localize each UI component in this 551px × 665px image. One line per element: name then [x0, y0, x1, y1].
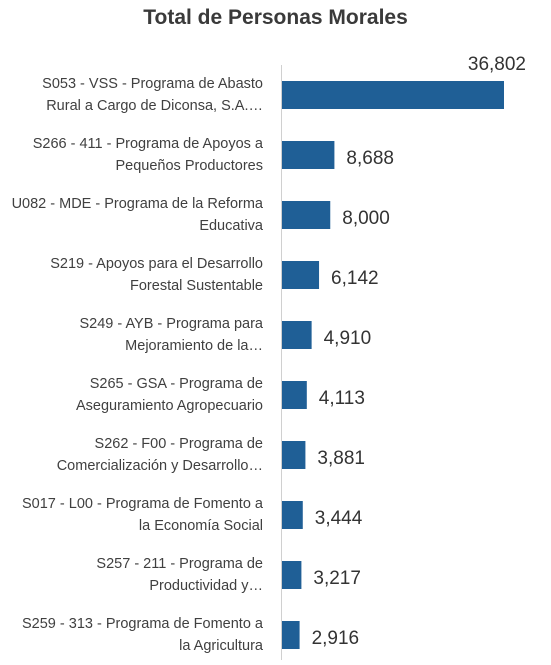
bar	[282, 321, 312, 349]
category-label: S257 - 211 - Programa de Productividad y…	[96, 556, 263, 594]
bar	[282, 81, 504, 109]
category-label: S262 - F00 - Programa de Comercializació…	[56, 436, 263, 474]
bar	[282, 381, 307, 409]
bar	[282, 201, 331, 229]
bar	[282, 621, 300, 649]
bar	[282, 441, 306, 469]
value-label: 8,000	[342, 208, 390, 229]
category-label: S017 - L00 - Programa de Fomento a la Ec…	[22, 496, 263, 534]
value-label: 4,113	[319, 388, 365, 409]
bar	[282, 261, 320, 289]
value-label: 36,802	[468, 54, 526, 75]
chart-title: Total de Personas Morales	[143, 6, 408, 29]
bar	[282, 501, 303, 529]
bar	[282, 141, 335, 169]
category-label: U082 - MDE - Programa de la Reforma Educ…	[11, 196, 263, 234]
category-label: S219 - Apoyos para el Desarrollo Foresta…	[50, 256, 263, 294]
value-label: 8,688	[346, 148, 394, 169]
value-label: 2,916	[312, 628, 360, 649]
category-label: S249 - AYB - Programa para Mejoramiento …	[79, 316, 264, 354]
value-label: 6,142	[331, 268, 379, 289]
value-label: 4,910	[324, 328, 372, 349]
category-label: S265 - GSA - Programa de Aseguramiento A…	[75, 376, 263, 414]
value-label: 3,444	[315, 508, 363, 529]
value-label: 3,217	[313, 568, 361, 589]
category-label: S053 - VSS - Programa de Abasto Rural a …	[42, 76, 263, 114]
category-label: S259 - 313 - Programa de Fomento a la Ag…	[22, 616, 263, 654]
category-label: S266 - 411 - Programa de Apoyos a Pequeñ…	[32, 136, 263, 174]
value-label: 3,881	[317, 448, 365, 469]
bar	[282, 561, 302, 589]
